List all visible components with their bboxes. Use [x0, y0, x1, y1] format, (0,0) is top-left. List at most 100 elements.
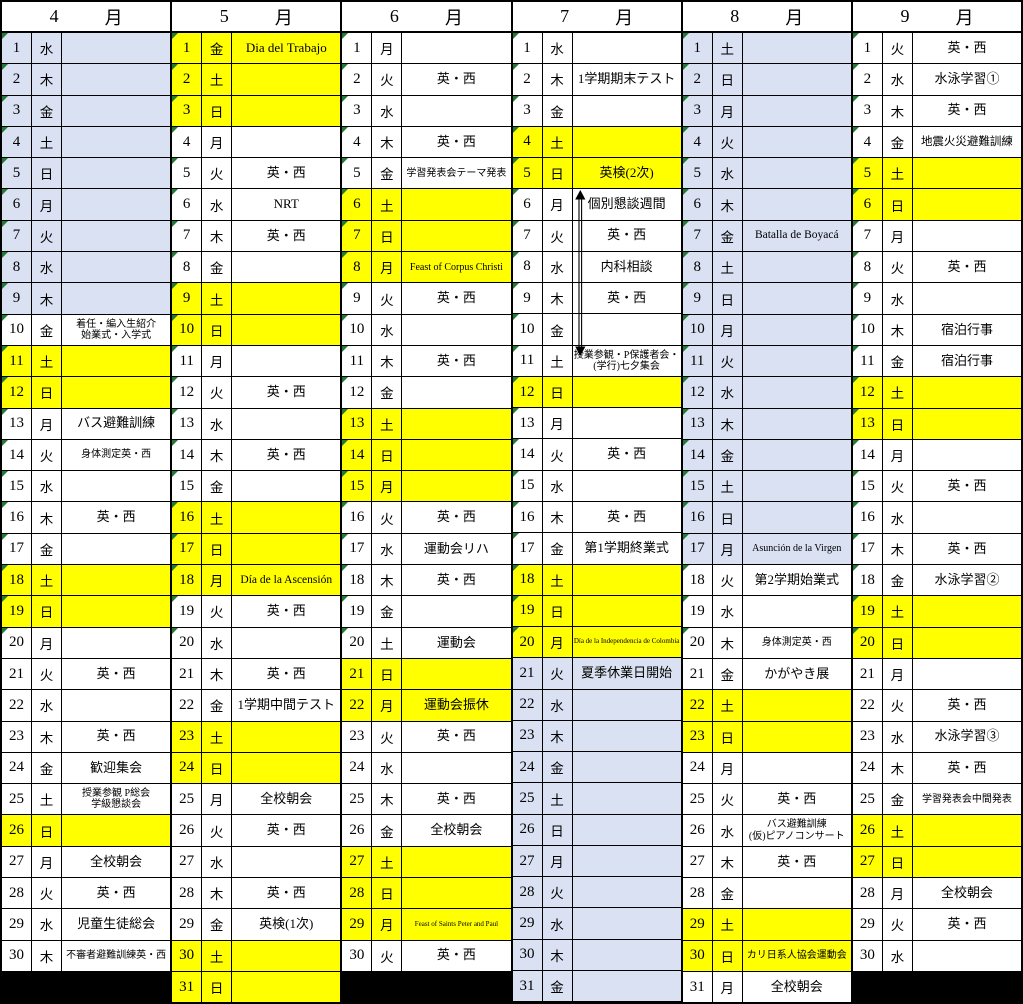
event-cell[interactable]: 英・西	[232, 220, 341, 252]
weekday-cell[interactable]: 火	[712, 126, 743, 158]
event-cell[interactable]	[232, 940, 341, 971]
weekday-cell[interactable]: 日	[712, 940, 743, 971]
date-cell[interactable]: 16	[682, 502, 713, 533]
event-cell[interactable]	[572, 752, 681, 783]
date-cell[interactable]: 22	[682, 690, 713, 721]
weekday-cell[interactable]: 火	[32, 220, 62, 252]
weekday-cell[interactable]: 月	[712, 533, 743, 565]
event-cell[interactable]	[572, 720, 681, 752]
event-cell[interactable]	[232, 95, 341, 126]
date-cell[interactable]: 6	[852, 189, 883, 220]
date-cell[interactable]: 25	[852, 784, 883, 815]
weekday-cell[interactable]: 日	[32, 815, 62, 846]
event-cell[interactable]	[402, 95, 511, 126]
date-cell[interactable]: 10	[342, 314, 373, 345]
date-cell[interactable]: 9	[512, 283, 543, 314]
weekday-cell[interactable]: 水	[32, 471, 62, 502]
event-cell[interactable]	[62, 64, 171, 95]
date-cell[interactable]: 4	[342, 126, 373, 158]
date-cell[interactable]: 8	[342, 252, 373, 283]
event-cell[interactable]	[912, 815, 1022, 846]
event-cell[interactable]	[912, 940, 1022, 971]
weekday-cell[interactable]: 月	[542, 627, 573, 658]
date-cell[interactable]: 12	[172, 377, 203, 408]
weekday-cell[interactable]: 月	[372, 690, 403, 721]
date-cell[interactable]: 21	[172, 658, 203, 690]
weekday-cell[interactable]: 木	[712, 846, 743, 878]
event-cell[interactable]	[572, 939, 681, 970]
date-cell[interactable]: 7	[2, 220, 32, 252]
date-cell[interactable]: 30	[682, 940, 713, 971]
weekday-cell[interactable]: 木	[542, 939, 573, 970]
event-cell[interactable]	[912, 377, 1022, 408]
date-cell[interactable]: 28	[342, 878, 373, 909]
weekday-cell[interactable]: 火	[202, 377, 233, 408]
event-cell[interactable]	[912, 846, 1022, 878]
event-cell[interactable]: 英・西	[232, 439, 341, 471]
date-cell[interactable]: 6	[2, 189, 32, 220]
event-cell[interactable]	[402, 189, 511, 220]
weekday-cell[interactable]: 日	[32, 596, 62, 627]
date-cell[interactable]: 19	[852, 596, 883, 627]
event-cell[interactable]	[232, 971, 341, 1003]
weekday-cell[interactable]: 木	[882, 752, 913, 784]
event-cell[interactable]	[742, 909, 851, 940]
event-cell[interactable]	[742, 596, 851, 627]
event-cell[interactable]	[402, 439, 511, 471]
date-cell[interactable]: 7	[342, 220, 373, 252]
weekday-cell[interactable]: 土	[202, 283, 233, 314]
event-cell[interactable]	[572, 970, 681, 1002]
weekday-cell[interactable]: 土	[32, 345, 62, 377]
date-cell[interactable]: 26	[512, 814, 543, 845]
date-cell[interactable]: 24	[342, 752, 373, 784]
weekday-cell[interactable]: 水	[202, 846, 233, 878]
date-cell[interactable]: 16	[342, 502, 373, 533]
event-cell[interactable]	[572, 689, 681, 720]
event-cell[interactable]: 英・西	[402, 565, 511, 596]
event-cell[interactable]: 第2学期始業式	[742, 565, 851, 596]
date-cell[interactable]: 21	[852, 658, 883, 690]
event-cell[interactable]: Batalla de Boyacá	[742, 220, 851, 252]
weekday-cell[interactable]: 木	[372, 565, 403, 596]
date-cell[interactable]: 2	[512, 64, 543, 95]
event-cell[interactable]	[742, 126, 851, 158]
weekday-cell[interactable]: 土	[32, 565, 62, 596]
weekday-cell[interactable]: 月	[542, 189, 573, 220]
event-cell[interactable]	[572, 595, 681, 627]
date-cell[interactable]: 10	[512, 314, 543, 345]
weekday-cell[interactable]: 水	[542, 908, 573, 939]
weekday-cell[interactable]: 火	[372, 940, 403, 971]
event-cell[interactable]	[402, 752, 511, 784]
weekday-cell[interactable]: 金	[712, 439, 743, 471]
event-cell[interactable]: 英・西	[572, 501, 681, 533]
weekday-cell[interactable]: 木	[712, 408, 743, 439]
date-cell[interactable]: 15	[682, 471, 713, 502]
event-cell[interactable]	[742, 878, 851, 909]
weekday-cell[interactable]: 月	[372, 33, 403, 64]
date-cell[interactable]: 15	[512, 470, 543, 501]
weekday-cell[interactable]: 土	[372, 189, 403, 220]
event-cell[interactable]	[232, 846, 341, 878]
weekday-cell[interactable]: 木	[202, 878, 233, 909]
date-cell[interactable]: 3	[512, 95, 543, 126]
weekday-cell[interactable]: 金	[202, 471, 233, 502]
weekday-cell[interactable]: 日	[202, 971, 233, 1003]
event-cell[interactable]: 英・西	[912, 252, 1022, 283]
event-cell[interactable]: 水泳学習①	[912, 64, 1022, 95]
date-cell[interactable]: 25	[2, 784, 32, 815]
weekday-cell[interactable]: 月	[882, 439, 913, 471]
weekday-cell[interactable]: 月	[882, 878, 913, 909]
weekday-cell[interactable]: 火	[372, 502, 403, 533]
date-cell[interactable]: 15	[2, 471, 32, 502]
event-cell[interactable]: 運動会リハ	[402, 533, 511, 565]
date-cell[interactable]: 9	[2, 283, 32, 314]
weekday-cell[interactable]: 木	[542, 64, 573, 95]
event-cell[interactable]	[572, 783, 681, 814]
event-cell[interactable]	[232, 314, 341, 345]
event-cell[interactable]: 学習発表会テーマ発表	[402, 158, 511, 189]
date-cell[interactable]: 25	[512, 783, 543, 814]
event-cell[interactable]: 宿泊行事	[912, 314, 1022, 345]
weekday-cell[interactable]: 土	[712, 33, 743, 64]
date-cell[interactable]: 26	[682, 815, 713, 846]
weekday-cell[interactable]: 火	[882, 471, 913, 502]
